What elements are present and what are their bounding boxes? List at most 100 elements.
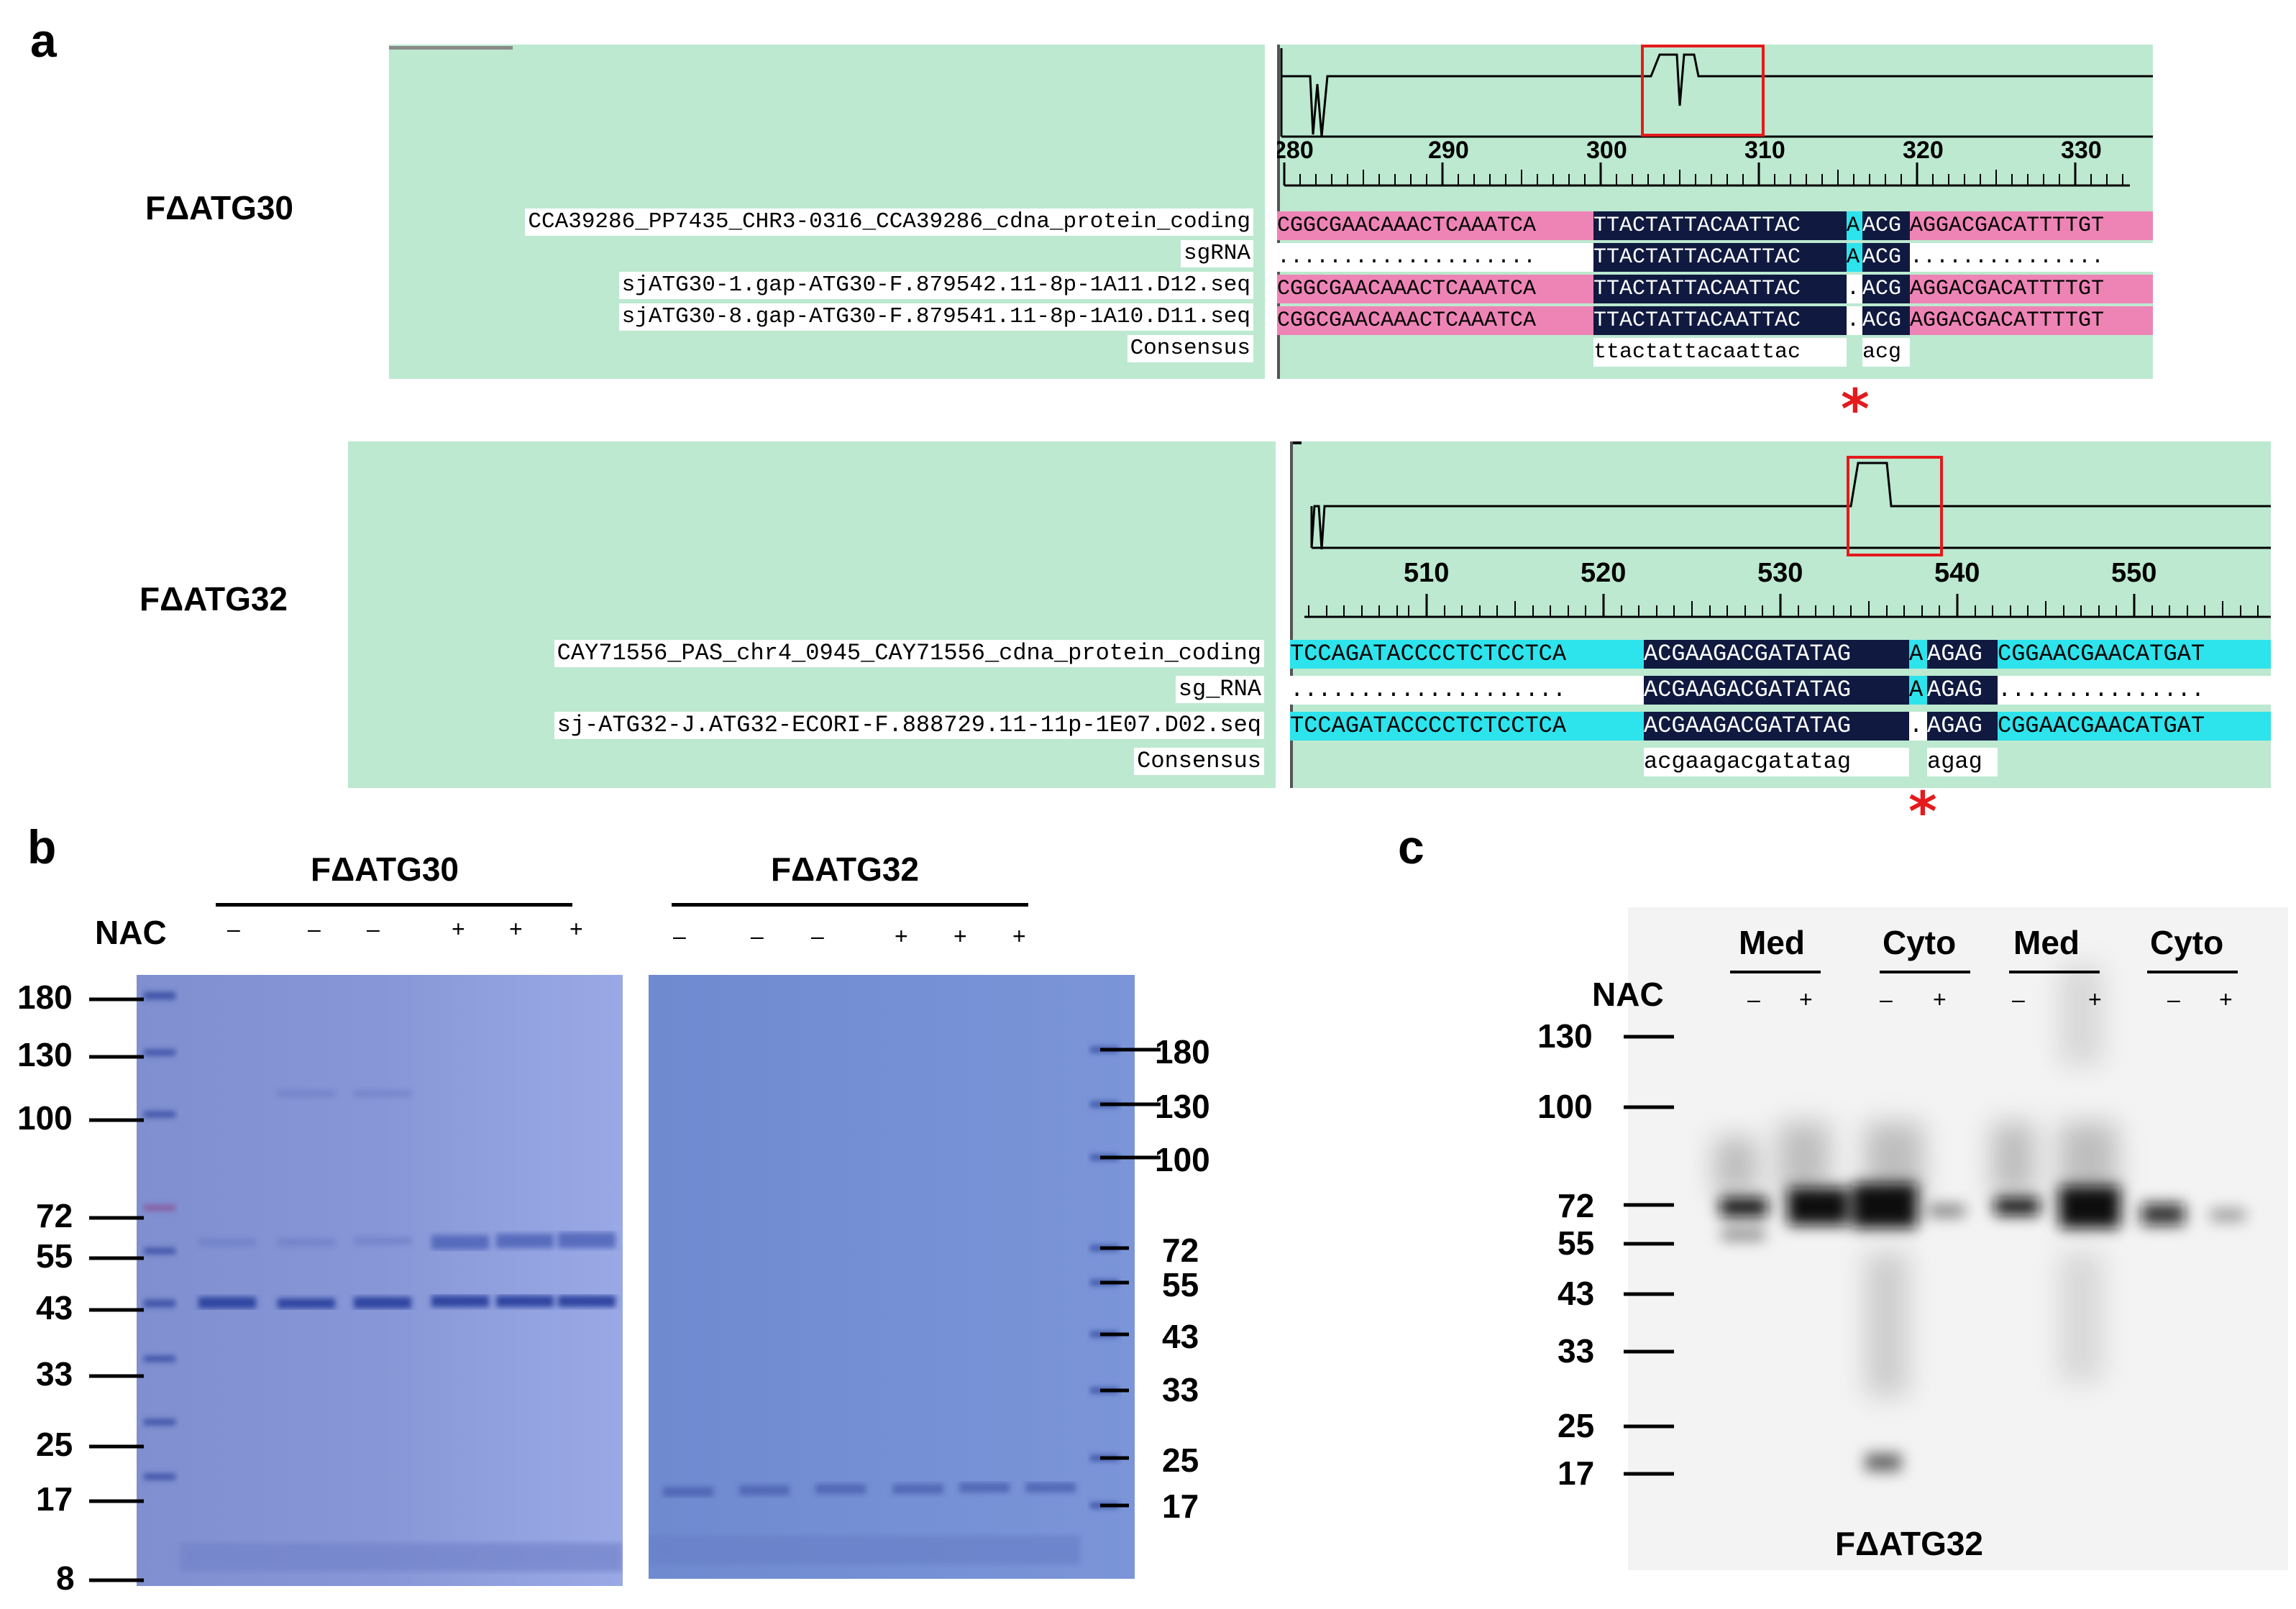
seq-pam: ACG: [1862, 275, 1910, 303]
lane-sign: –: [2167, 986, 2180, 1012]
pane-divider-2[interactable]: [1277, 441, 1289, 788]
blot-group-label: Cyto: [1883, 924, 1957, 961]
ladder-band: [144, 1050, 175, 1055]
panel-c-letter: c: [1398, 820, 1424, 874]
seq-name-sgrna: sgRNA: [1180, 240, 1253, 267]
gel2-marker-ticks: [1100, 1048, 1161, 1508]
sample-band-60: [496, 1234, 554, 1248]
blot-band: [1721, 1229, 1765, 1239]
marker-label-130: 130: [1537, 1017, 1593, 1055]
lane-sign: +: [2088, 986, 2102, 1012]
seq-name-reference: CCA39286_PP7435_CHR3-0316_CCA39286_cdna_…: [525, 208, 1253, 236]
lane-sign: +: [1012, 923, 1026, 949]
marker-label-100: 100: [1537, 1088, 1593, 1125]
blot-strain-label: FΔATG32: [1835, 1525, 1984, 1562]
ladder-band: [144, 1419, 175, 1425]
lane-sign: –: [673, 923, 686, 949]
lane-sign: +: [953, 923, 967, 949]
blot-band: [1995, 1198, 2039, 1215]
seq-target: TTACTATTACAATTAC: [1593, 211, 1847, 240]
sample-band-faint: [354, 1237, 411, 1245]
gel1-marker-ticks: [89, 997, 144, 1582]
seq-name-reference: CAY71556_PAS_chr4_0945_CAY71556_cdna_pro…: [554, 640, 1264, 667]
consensus-pam: acg: [1862, 338, 1910, 367]
pane-top-rule: [389, 46, 513, 50]
alignment-2-strain-label: FΔATG32: [140, 580, 288, 618]
blot-nac-label: NAC: [1592, 976, 1664, 1013]
lane-sign: –: [227, 916, 240, 942]
lane-sign: –: [1880, 986, 1893, 1012]
blot-band: [1929, 1205, 1965, 1216]
alignment-2-names-pane: CAY71556_PAS_chr4_0945_CAY71556_cdna_pro…: [348, 441, 1276, 788]
seq-gap-site: A: [1909, 676, 1927, 705]
alignment-2-sequence-pane: 510 520 530 540 550 TCCAGATACCCCTCTCCTCA…: [1290, 441, 2271, 788]
seq-target: TTACTATTACAATTAC: [1593, 306, 1847, 335]
consensus-pam: agag: [1927, 748, 1998, 776]
alignment-row: CGGCGAACAAACTCAAATCA TTACTATTACAATTAC. ACG…: [1277, 275, 2153, 303]
coverage-trace-1: [1280, 45, 2153, 187]
sample-band-faint: [198, 1238, 256, 1247]
seq-flank-right: AGGACGACATTTTGT: [1910, 275, 2153, 303]
sample-band-17: [815, 1484, 866, 1494]
sample-band-60: [558, 1232, 616, 1248]
seq-pam: ACG: [1862, 243, 1910, 272]
dye-front: [180, 1543, 623, 1572]
ruler-tick-510: 510: [1404, 558, 1450, 588]
seq-name-clone-8: sjATG30-8.gap-ATG30-F.879541.11-8p-1A10.…: [618, 303, 1253, 331]
seq-gap-site: .: [1847, 275, 1862, 303]
seq-pam: AGAG: [1927, 640, 1998, 669]
sample-band-60: [431, 1235, 489, 1250]
blot-band: [1865, 1454, 1901, 1471]
seq-gap-site: .: [1847, 306, 1862, 335]
ruler-tick-310: 310: [1744, 137, 1785, 164]
marker-label-17: 17: [1558, 1454, 1595, 1492]
gel-nac-label: NAC: [95, 914, 167, 951]
mutation-site-marker-2: *: [1908, 779, 1937, 843]
alignment-1-sequence-pane: 280 290 300 310 320 330 CGGCGAACAAACTCAA…: [1277, 45, 2153, 379]
consensus-row: acgaagacgatatag agag: [1290, 748, 1998, 776]
pane-divider-1[interactable]: [1266, 45, 1276, 379]
mutation-highlight-box-2: [1847, 456, 1943, 556]
lane-sign: –: [2012, 986, 2025, 1012]
coomassie-gel-1: [137, 975, 623, 1586]
ruler-tick-280: 280: [1277, 137, 1314, 164]
marker-label-180: 180: [1155, 1033, 1210, 1071]
blot-group-label: Cyto: [2150, 924, 2224, 961]
marker-label-43: 43: [1162, 1318, 1199, 1355]
sample-band-17: [959, 1482, 1010, 1493]
marker-label-72: 72: [1162, 1232, 1199, 1269]
dye-front: [649, 1536, 1080, 1564]
seq-name-sgrna: sg_RNA: [1175, 676, 1264, 703]
sample-band-17: [663, 1487, 713, 1497]
ladder-band: [144, 1300, 175, 1307]
blot-group-label: Med: [2013, 924, 2080, 961]
alignment-row: CGGCGAACAAACTCAAATCA TTACTATTACAATTAC A ACG…: [1277, 211, 2153, 240]
seq-flank-left: TCCAGATACCCCTCTCCTCA: [1290, 640, 1644, 669]
alignment-row: .................... TTACTATTACAATTAC A ACG…: [1277, 243, 2153, 272]
blot-group-label: Med: [1739, 924, 1805, 961]
sample-band-17: [893, 1484, 943, 1494]
ruler-tick-290: 290: [1428, 137, 1469, 164]
lane-sign: +: [570, 916, 583, 942]
seq-pam: AGAG: [1927, 676, 1998, 705]
lane-sign: +: [2219, 986, 2233, 1012]
seq-target: ACGAAGACGATATAG: [1644, 640, 1909, 669]
sample-band-17: [1025, 1482, 1076, 1493]
marker-label-33: 33: [1162, 1371, 1199, 1408]
gel1-title-underline: [216, 903, 572, 907]
seq-gap-site: A: [1847, 243, 1862, 272]
lane-sign: +: [452, 916, 465, 942]
seq-gap-site: A: [1847, 211, 1862, 240]
blot-group-underline: [1730, 971, 1821, 973]
ladder-band: [144, 992, 175, 999]
alignment-row: TCCAGATACCCCTCTCCTCA ACGAAGACGATATAG. AGAG…: [1290, 712, 2271, 741]
sample-band-43: [431, 1296, 489, 1307]
ruler-tick-520: 520: [1581, 558, 1627, 588]
seq-flank-left: TCCAGATACCCCTCTCCTCA: [1290, 712, 1644, 741]
marker-label-43: 43: [1558, 1275, 1595, 1312]
consensus-row: ttactattacaattac acg: [1277, 338, 1910, 367]
marker-label-25: 25: [1162, 1441, 1199, 1479]
seq-flank-left: CGGCGAACAAACTCAAATCA: [1277, 211, 1593, 240]
marker-label-25: 25: [1558, 1407, 1595, 1444]
marker-label-33: 33: [36, 1355, 73, 1393]
